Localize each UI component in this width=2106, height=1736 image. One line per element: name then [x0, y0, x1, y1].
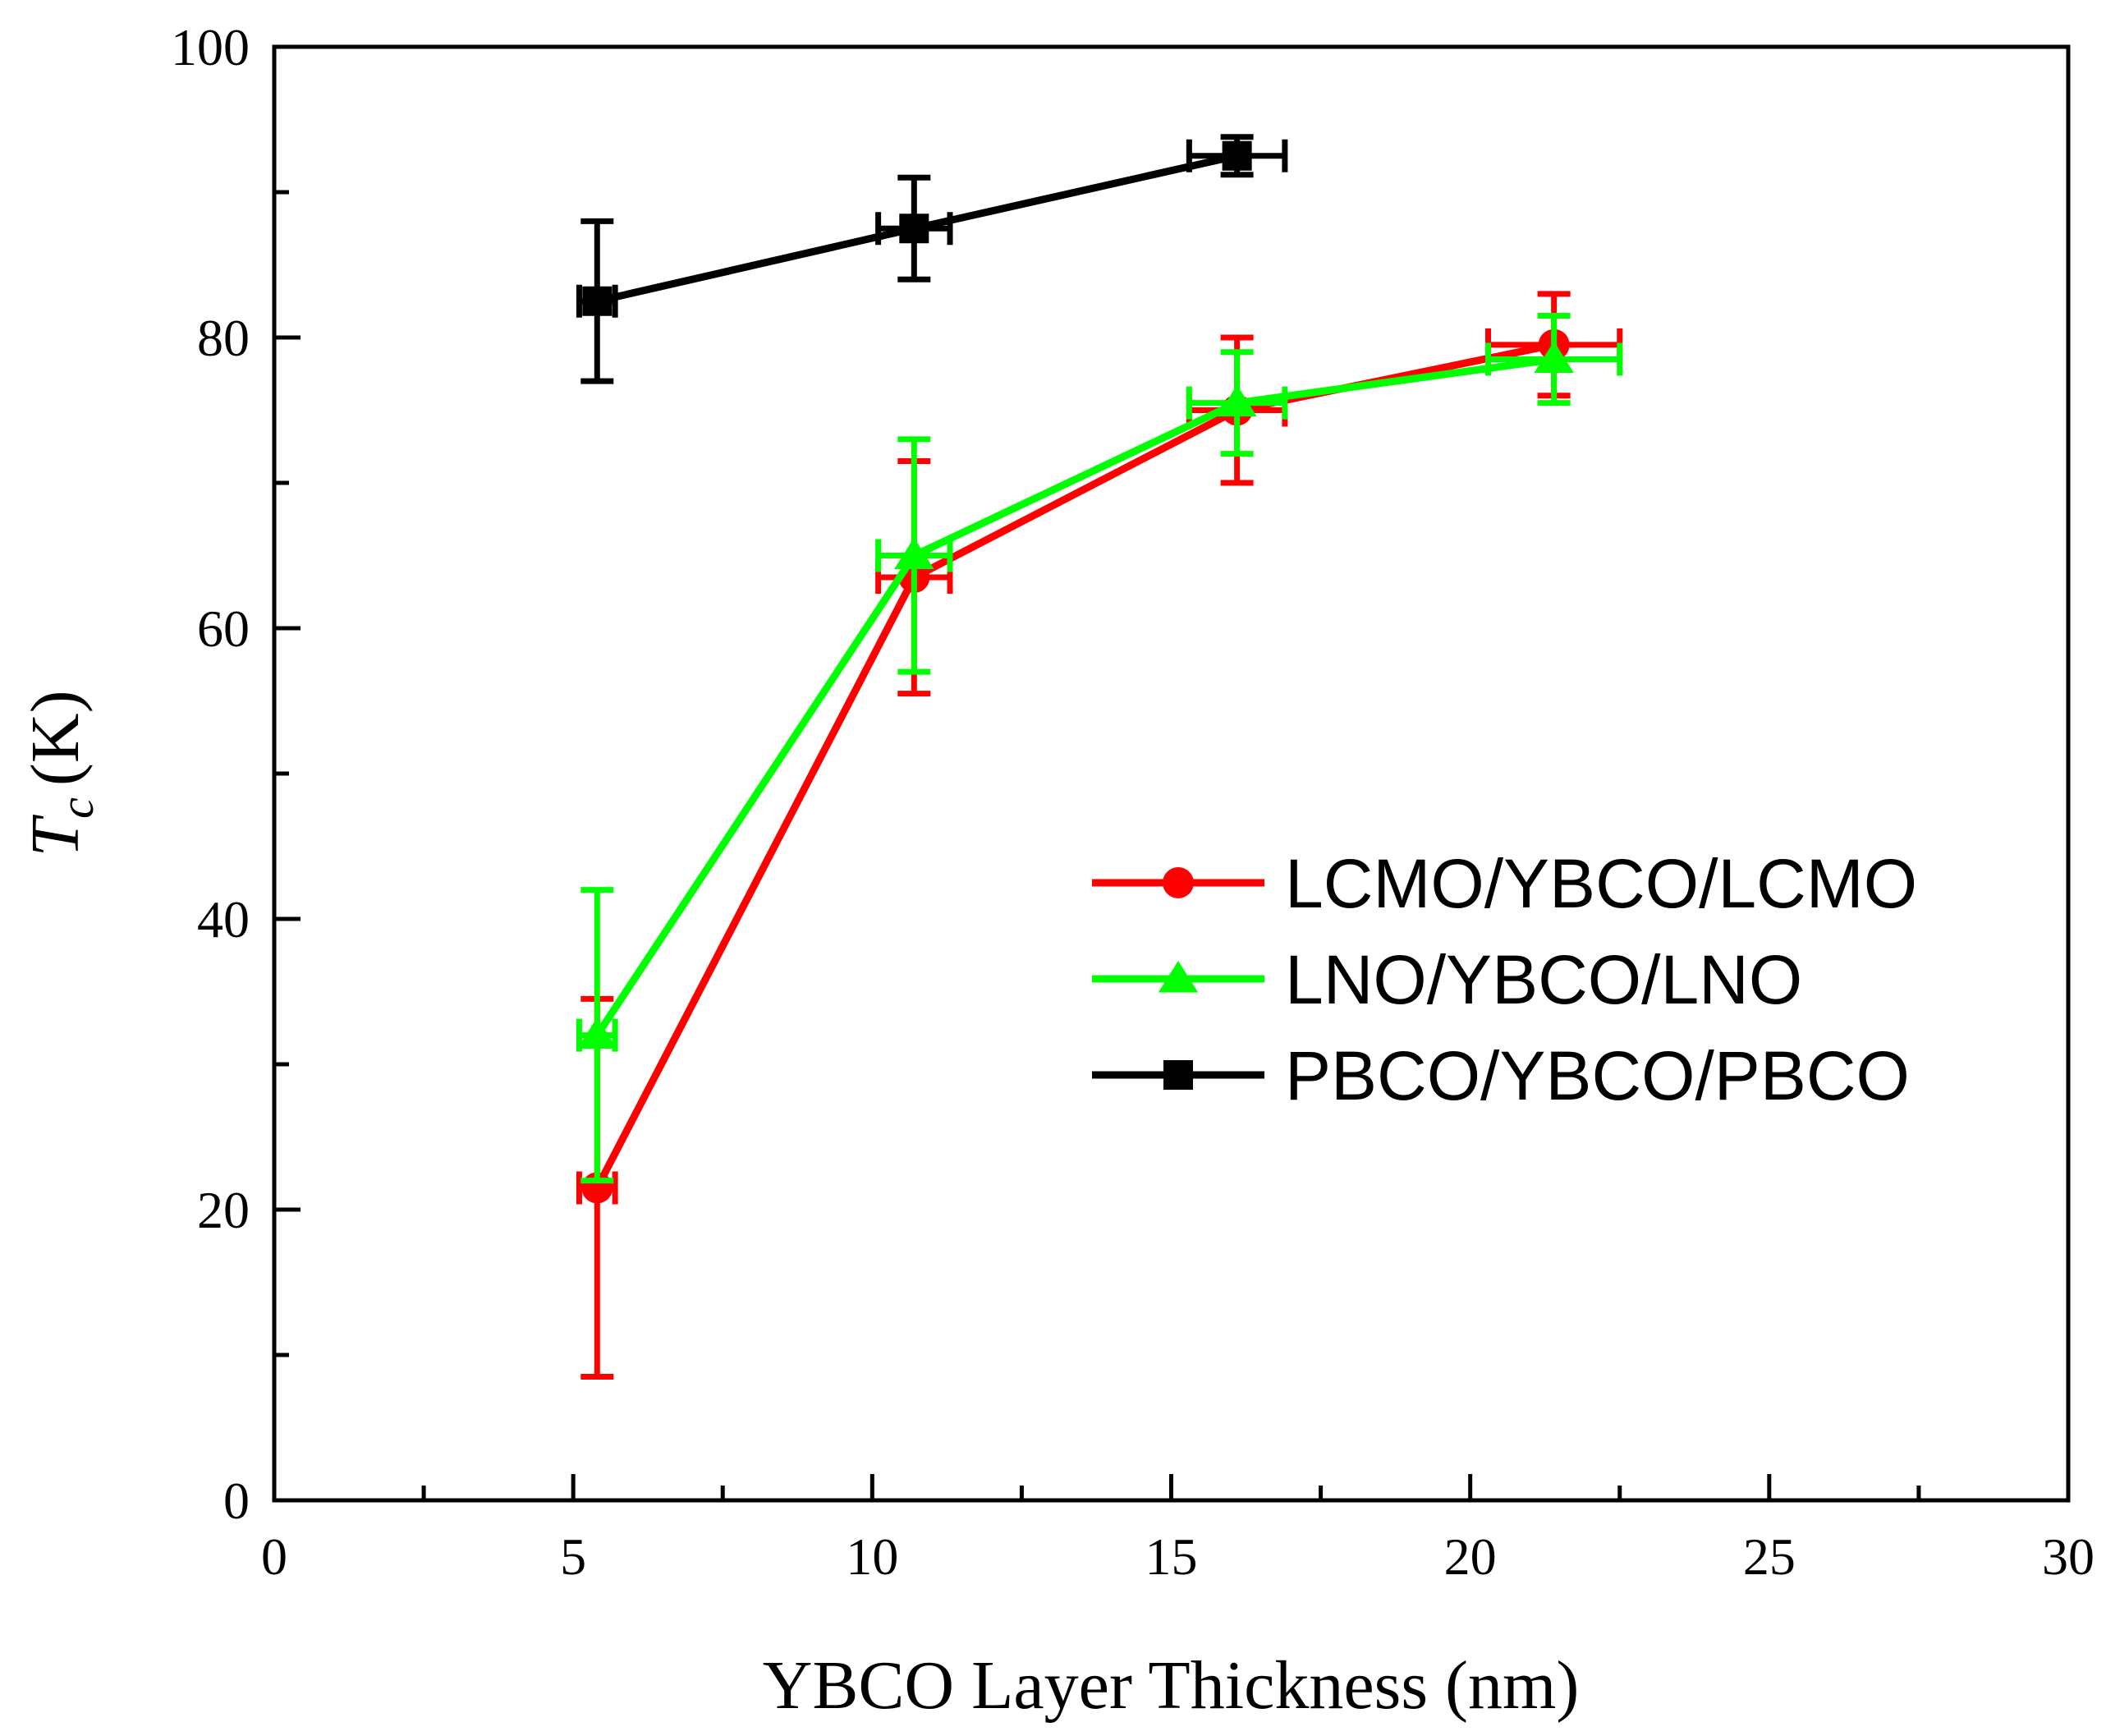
legend-marker — [1158, 961, 1199, 993]
series-lno-ybco-lno — [576, 312, 1623, 1184]
legend: LCMO/YBCO/LCMO LNO/YBCO/LNO PBCO/YBCO/PBCO — [1092, 845, 1917, 1114]
x-tick-label: 0 — [261, 1527, 287, 1586]
x-axis-title: YBCO Layer Thickness (nm) — [763, 1647, 1580, 1724]
plot-area-frame — [272, 44, 2071, 1503]
legend-label: LNO/YBCO/LNO — [1285, 941, 1802, 1018]
data-point — [894, 537, 934, 569]
legend-item: LCMO/YBCO/LCMO — [1092, 845, 1917, 922]
x-tick-label: 20 — [1444, 1527, 1497, 1586]
x-tick-label: 10 — [846, 1527, 898, 1586]
legend-item: PBCO/YBCO/PBCO — [1092, 1037, 1910, 1114]
y-tick-label: 20 — [197, 1181, 250, 1239]
y-tick-label: 100 — [171, 18, 250, 76]
y-axis-title-subscript: c — [50, 797, 103, 819]
legend-marker — [1163, 1060, 1193, 1090]
y-tick-label: 0 — [223, 1472, 250, 1530]
y-axis-title-unit: (K) — [17, 690, 94, 786]
data-point — [1534, 341, 1574, 374]
data-point — [899, 214, 929, 244]
data-point — [1217, 384, 1257, 417]
legend-label: LCMO/YBCO/LCMO — [1285, 845, 1917, 922]
legend-item: LNO/YBCO/LNO — [1092, 941, 1802, 1018]
minor-ticks — [274, 190, 1921, 1500]
x-tick-label: 30 — [2042, 1527, 2095, 1586]
series-layer — [576, 134, 1623, 1380]
legend-label: PBCO/YBCO/PBCO — [1285, 1037, 1910, 1114]
series-line — [594, 356, 1555, 1038]
y-axis-title: Tc (K) — [17, 690, 103, 857]
y-tick-label: 40 — [197, 890, 250, 948]
data-point — [582, 286, 613, 316]
series-pbco-ybco-pbco — [576, 134, 1288, 384]
legend-marker — [1163, 867, 1194, 898]
data-point — [1222, 140, 1252, 171]
data-point — [577, 1017, 617, 1049]
tick-labels: 0 5 10 15 20 25 30 0 20 40 60 80 100 — [171, 18, 2095, 1586]
x-tick-label: 15 — [1145, 1527, 1198, 1586]
x-tick-label: 25 — [1743, 1527, 1796, 1586]
y-tick-label: 60 — [197, 599, 250, 658]
x-tick-label: 5 — [560, 1527, 586, 1586]
y-axis-title-symbol: T — [17, 815, 94, 857]
y-tick-label: 80 — [197, 309, 250, 367]
